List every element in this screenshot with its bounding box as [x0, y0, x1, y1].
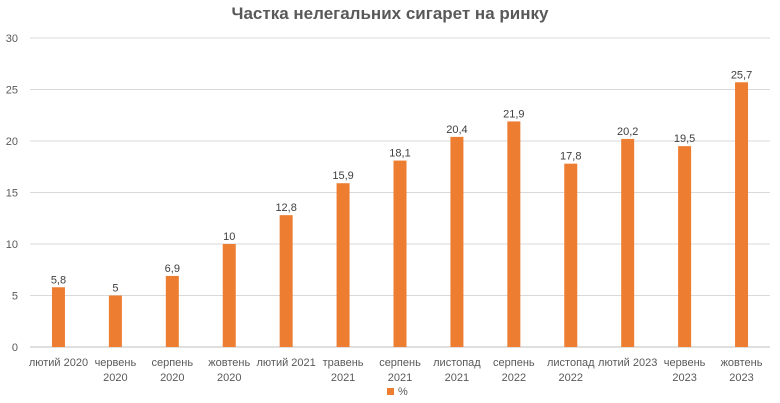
y-tick-label: 25	[6, 85, 18, 97]
x-category-label: жовтень	[208, 357, 250, 369]
bar	[279, 215, 293, 347]
bar	[450, 136, 464, 347]
bar	[507, 121, 521, 348]
legend: %	[387, 386, 408, 398]
data-label: 25,7	[731, 69, 752, 81]
x-category-label: травень	[323, 357, 364, 369]
bar	[51, 287, 65, 347]
data-label: 17,8	[560, 151, 581, 163]
x-category-label: серпень	[379, 357, 421, 369]
x-category-label: 2023	[672, 372, 696, 384]
x-category-label: червень	[95, 357, 137, 369]
y-tick-label: 5	[12, 291, 18, 303]
bar	[108, 295, 122, 347]
x-category-label: 2021	[388, 372, 412, 384]
x-category-label: 2021	[445, 372, 469, 384]
x-category-label: 2022	[502, 372, 526, 384]
data-label: 20,2	[617, 126, 638, 138]
data-label: 21,9	[503, 108, 524, 120]
x-category-label: серпень	[151, 357, 193, 369]
data-label: 19,5	[674, 133, 695, 145]
x-category-label: 2020	[160, 372, 184, 384]
x-category-label: лютий 2023	[598, 357, 657, 369]
x-category-label: 2023	[729, 372, 753, 384]
data-label: 12,8	[275, 202, 296, 214]
data-label: 20,4	[446, 124, 467, 136]
data-label: 5	[112, 283, 118, 295]
x-category-label: серпень	[493, 357, 535, 369]
bar	[393, 160, 407, 347]
bar	[336, 183, 350, 347]
x-category-label: 2020	[217, 372, 241, 384]
x-category-label: листопад	[433, 357, 481, 369]
y-tick-label: 15	[6, 188, 18, 200]
x-category-label: 2022	[559, 372, 583, 384]
x-category-label: лютий 2021	[257, 357, 316, 369]
y-tick-label: 30	[6, 33, 18, 45]
chart-title: Частка нелегальних сигарет на ринку	[232, 4, 549, 23]
bars	[51, 82, 749, 348]
data-label: 5,8	[51, 274, 66, 286]
y-tick-label: 10	[6, 239, 18, 251]
x-category-label: червень	[664, 357, 706, 369]
data-labels: 5,8 5 6,9 10 12,8 15,9 18,1 20,4 21,9 17,8 20,2 19,…	[51, 69, 752, 294]
bar	[222, 244, 236, 347]
legend-swatch	[387, 388, 394, 395]
x-category-label: 2021	[331, 372, 355, 384]
bar	[678, 146, 692, 347]
x-category-label: лютий 2020	[29, 357, 88, 369]
data-label: 15,9	[332, 170, 353, 182]
data-label: 10	[223, 231, 235, 243]
y-tick-label: 20	[6, 136, 18, 148]
x-category-label: листопад	[547, 357, 595, 369]
bar	[621, 138, 635, 347]
x-category-label: 2020	[103, 372, 127, 384]
x-axis-categories: лютий 2020 червень 2020 серпень 2020 жовтень 2…	[29, 357, 763, 384]
legend-label: %	[398, 386, 408, 398]
data-label: 18,1	[389, 148, 410, 160]
bar	[564, 163, 578, 347]
bar	[735, 82, 749, 347]
x-category-label: жовтень	[721, 357, 763, 369]
bar	[165, 275, 179, 347]
y-tick-label: 0	[12, 342, 18, 354]
y-axis-ticks: 0 5 10 15 20 25 30	[6, 33, 18, 354]
data-label: 6,9	[165, 263, 180, 275]
